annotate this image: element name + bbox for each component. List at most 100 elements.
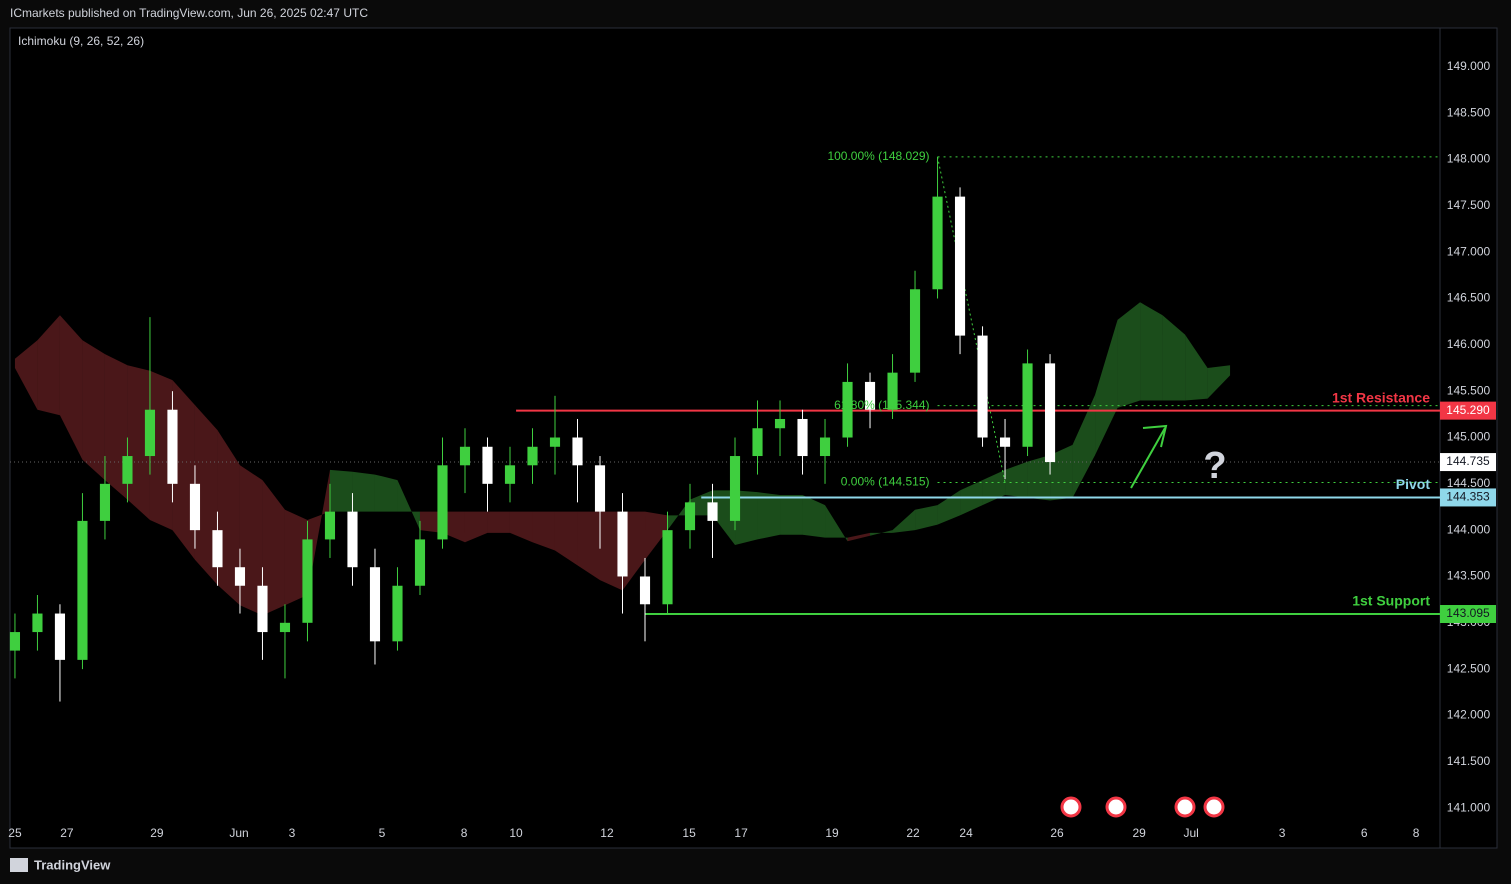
cloud-segment [825,505,848,542]
cloud-segment [127,365,150,520]
cloud-segment [1050,444,1073,501]
cloud-segment [757,492,781,540]
cloud-segment [1072,394,1096,498]
candle-body [212,530,223,568]
last-price-label: 144.735 [1446,454,1490,468]
cloud-segment [937,490,961,525]
candle-body [324,511,336,540]
candle-body [639,576,651,605]
publisher: ICmarkets published on TradingView.com, … [10,6,368,20]
cloud-segment [217,430,240,606]
level-tag [1440,605,1496,624]
cloud-segment [1207,365,1231,399]
cloud-segment [149,370,173,531]
cloud-segment [645,511,668,560]
candle-body [189,483,201,531]
level-tag-label: 143.095 [1446,606,1490,620]
x-tick-label: 26 [1050,826,1064,840]
event-icons [1060,796,1225,818]
candle-body [527,446,538,466]
candle-body [482,446,493,484]
cloud-segment [104,354,128,500]
candle-body [594,465,606,512]
indicator-label: Ichimoku (9, 26, 52, 26) [18,34,144,48]
x-tick-label: 15 [682,826,696,840]
x-tick-label: 8 [461,826,468,840]
candle-body [347,511,358,568]
candle-body [662,530,673,605]
candle-body [752,428,763,457]
candle-body [617,511,628,577]
cloud-layer [14,302,1231,616]
event-icon[interactable] [1105,796,1127,818]
candle-body [122,456,133,484]
cloud-segment [262,480,285,616]
candles-layer [9,156,1056,702]
candle-body [77,520,88,660]
x-tick-label: 19 [825,826,839,840]
fib-trend-line [937,156,1006,483]
event-icon[interactable] [1174,796,1196,818]
candle-body [909,289,921,373]
cloud-segment [982,469,1006,506]
cloud-segment [194,405,218,585]
cloud-segment [915,505,938,531]
level-tag [1440,401,1496,420]
candle-body [369,567,381,642]
x-tick-label: 24 [959,826,973,840]
y-tick-label: 147.500 [1447,198,1491,212]
cloud-segment [239,465,263,616]
level-name: Pivot [1396,476,1431,492]
x-tick-label: 3 [1279,826,1286,840]
x-tick-label: 25 [8,826,22,840]
cloud-segment [1140,302,1163,401]
cloud-segment [1117,302,1141,408]
cloud-segment [397,480,420,531]
candle-body [684,502,696,531]
y-tick-label: 148.500 [1447,105,1491,119]
x-tick-label: 29 [150,826,164,840]
candle-body [279,622,291,633]
cloud-segment [374,474,398,512]
arrow-head [1142,424,1168,448]
cloud-segment [172,380,195,560]
x-tick-label: Jul [1183,826,1198,840]
candle-body [32,613,43,633]
candle-body [819,437,831,457]
x-tick-label: 3 [289,826,296,840]
candle-body [234,567,246,586]
cloud-segment [554,511,578,566]
cloud-segment [1027,455,1051,501]
candle-body [392,585,403,642]
candle-body [932,196,943,290]
event-icon[interactable] [1060,796,1082,818]
candle-body [842,381,853,438]
cloud-segment [329,469,353,512]
candle-body [707,502,718,521]
level-name: 1st Resistance [1332,389,1430,405]
y-tick-label: 149.000 [1447,59,1491,73]
y-tick-label: 144.000 [1447,522,1491,536]
event-icon[interactable] [1203,796,1225,818]
cloud-segment [712,490,736,545]
cloud-segment [600,511,623,591]
candle-body [437,465,448,540]
fib-level-label: 61.80% (145.344) [834,398,929,412]
cloud-segment [780,494,803,535]
level-tag-label: 144.353 [1446,490,1490,504]
cloud-segment [622,511,646,591]
level-tag [1440,488,1496,507]
x-tick-label: 6 [1361,826,1368,840]
candle-body [257,585,268,633]
y-tick-label: 142.500 [1447,661,1491,675]
cloud-segment [1005,461,1028,498]
cloud-segment [464,511,488,543]
x-tick-label: 27 [60,826,74,840]
cloud-segment [532,511,555,551]
y-tick-label: 141.500 [1447,754,1491,768]
cloud-segment [667,499,691,531]
labels-layer: 141.000141.500142.000142.500143.000143.5… [8,59,1496,840]
candle-body [504,465,516,484]
cloud-segment [1185,334,1208,401]
cloud-segment [442,511,465,543]
